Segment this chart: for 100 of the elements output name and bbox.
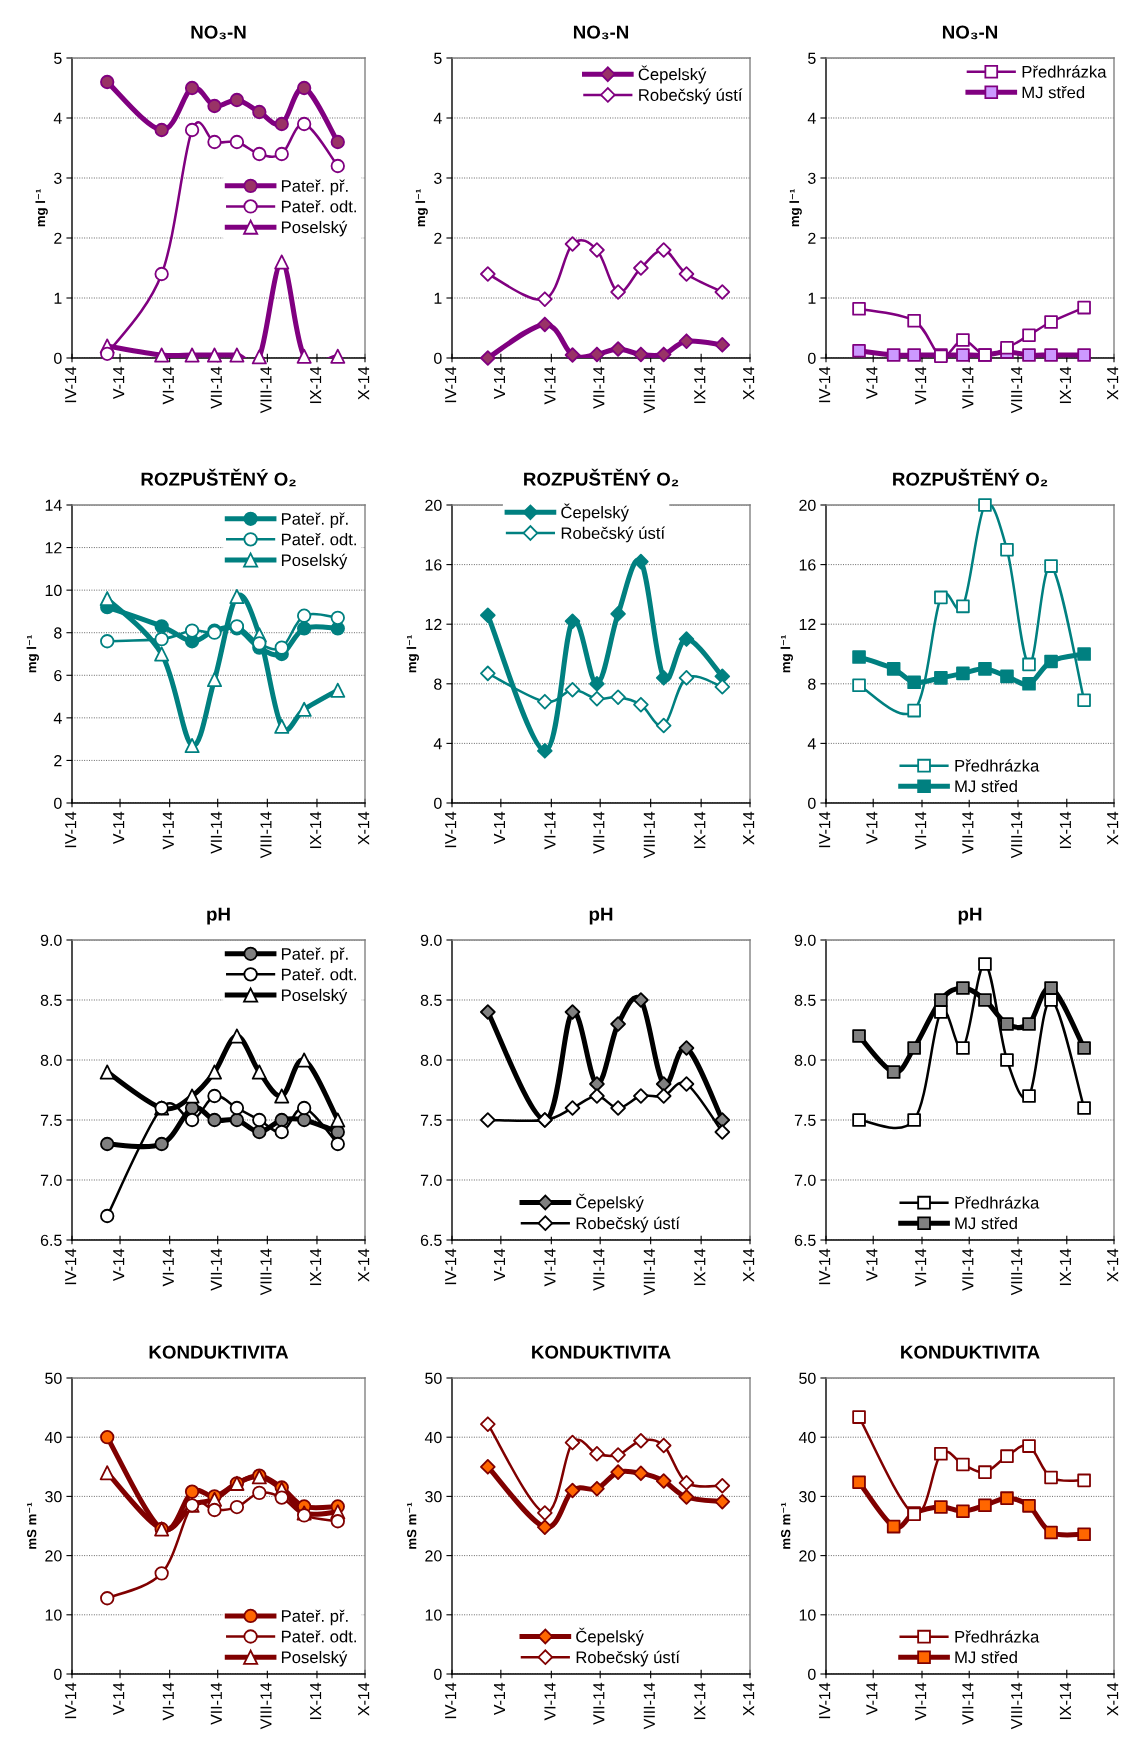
legend-label: Robečský ústí <box>561 526 666 543</box>
y-tick-label: 2 <box>808 232 816 244</box>
y-tick-label: 6.5 <box>40 1234 62 1246</box>
x-tick-label: X-14 <box>743 1682 755 1716</box>
x-tick-label: X-14 <box>358 1682 370 1716</box>
x-tick-label: VIII-14 <box>1011 366 1023 414</box>
legend-label: MJ střed <box>955 1216 1017 1230</box>
x-tick-label: X-14 <box>743 811 755 845</box>
x-tick-label: VI-14 <box>915 366 927 405</box>
x-tick-label: V-14 <box>493 366 505 400</box>
legend-label: Pateř. odt. <box>281 533 356 546</box>
y-tick-label: 8 <box>54 627 62 639</box>
x-tick-label: VI-14 <box>915 811 927 850</box>
x-tick-label: V-14 <box>866 1248 878 1282</box>
y-tick-label: 20 <box>45 1550 62 1562</box>
y-tick-label: 30 <box>45 1491 62 1503</box>
chart-title: NO₃-N <box>942 25 998 40</box>
x-tick-label: VI-14 <box>544 811 556 850</box>
y-tick-label: 10 <box>425 1609 442 1621</box>
y-tick-label: 3 <box>808 172 816 184</box>
x-tick-label: VIII-14 <box>643 1682 655 1730</box>
legend-label: Robečský ústí <box>639 88 743 105</box>
legend-label: Předhrázka <box>955 1196 1040 1209</box>
x-tick-label: IV-14 <box>65 811 77 848</box>
y-tick-label: 9.0 <box>40 934 62 946</box>
chart-title: KONDUKTIVITA <box>149 1345 289 1359</box>
y-tick-label: 10 <box>799 1609 816 1621</box>
x-tick-label: X-14 <box>1107 1248 1119 1282</box>
y-tick-label: 0 <box>434 352 442 364</box>
x-tick-label: VIII-14 <box>260 1682 272 1730</box>
chart-title: KONDUKTIVITA <box>532 1345 671 1359</box>
x-tick-label: V-14 <box>866 366 878 400</box>
x-tick-label: VII-14 <box>593 1682 605 1725</box>
y-tick-label: 3 <box>54 172 62 184</box>
y-tick-label: 7.0 <box>794 1174 816 1186</box>
y-axis-title: mg l⁻¹ <box>415 189 428 227</box>
chart-title: ROZPUŠTĚNÝ O₂ <box>141 468 296 487</box>
y-tick-label: 0 <box>808 1668 816 1680</box>
legend-label: Čepelský <box>576 1627 644 1646</box>
x-tick-label: VII-14 <box>962 366 974 409</box>
y-tick-label: 7.0 <box>40 1174 62 1186</box>
x-tick-label: VII-14 <box>593 811 605 854</box>
x-tick-label: V-14 <box>493 1248 505 1282</box>
y-tick-label: 7.0 <box>420 1174 442 1186</box>
x-tick-label: IX-14 <box>310 811 322 849</box>
x-tick-label: VI-14 <box>162 1248 174 1287</box>
y-tick-label: 4 <box>807 738 816 750</box>
x-tick-label: V-14 <box>866 1682 878 1716</box>
legend-label: Předhrázka <box>955 759 1040 772</box>
legend-label: Čepelský <box>561 503 629 522</box>
x-tick-label: VII-14 <box>210 811 222 854</box>
legend-label: Pateř. odt. <box>281 200 356 213</box>
y-tick-label: 30 <box>425 1491 442 1503</box>
y-tick-label: 8.0 <box>794 1054 816 1066</box>
legend-label: MJ střed <box>1022 85 1085 99</box>
y-tick-label: 3 <box>434 172 442 184</box>
x-tick-label: VII-14 <box>210 366 222 409</box>
legend-label: Pateř. odt. <box>281 968 356 981</box>
x-tick-label: VI-14 <box>162 811 174 850</box>
legend-label: Předhrázka <box>1022 65 1107 78</box>
x-tick-label: VI-14 <box>162 366 174 405</box>
y-tick-label: 1 <box>54 292 62 304</box>
x-tick-label: VII-14 <box>593 1248 605 1291</box>
y-tick-label: 5 <box>808 52 816 64</box>
legend-label: Pateř. př. <box>281 179 348 196</box>
legend-label: Poselský <box>281 220 348 237</box>
x-tick-label: IV-14 <box>445 366 457 403</box>
x-tick-label: VIII-14 <box>1011 1682 1023 1730</box>
x-tick-label: V-14 <box>113 366 125 400</box>
legend-label: Pateř. př. <box>281 947 348 964</box>
y-tick-label: 9.0 <box>420 934 442 946</box>
legend-label: Předhrázka <box>955 1630 1040 1643</box>
x-tick-label: V-14 <box>493 811 505 845</box>
legend-label: Pateř. př. <box>281 1609 348 1626</box>
y-tick-label: 8.5 <box>420 994 442 1006</box>
y-tick-label: 0 <box>54 797 62 809</box>
legend-label: Poselský <box>281 553 348 570</box>
y-tick-label: 50 <box>45 1372 62 1384</box>
x-tick-label: X-14 <box>358 366 370 400</box>
y-tick-label: 2 <box>54 755 62 767</box>
x-tick-label: IX-14 <box>1059 1682 1071 1720</box>
chart-title: ROZPUŠTĚNÝ O₂ <box>893 468 1048 487</box>
x-tick-label: IX-14 <box>1059 811 1071 849</box>
y-axis-title: mS m⁻¹ <box>407 1502 417 1549</box>
x-tick-label: IV-14 <box>65 1248 77 1285</box>
y-tick-label: 0 <box>808 797 816 809</box>
y-tick-label: 2 <box>54 232 62 244</box>
y-axis-title: mg l⁻¹ <box>406 635 419 673</box>
x-tick-label: IX-14 <box>694 1248 706 1286</box>
y-tick-label: 20 <box>799 1550 816 1562</box>
x-tick-label: V-14 <box>866 811 878 845</box>
y-axis-title: mg l⁻¹ <box>26 635 39 673</box>
y-tick-label: 8.5 <box>40 994 62 1006</box>
legend-label: Poselský <box>281 988 348 1005</box>
x-tick-label: X-14 <box>743 366 755 400</box>
legend-label: Poselský <box>281 1650 348 1667</box>
y-tick-label: 0 <box>54 1668 62 1680</box>
x-tick-label: VI-14 <box>544 366 556 405</box>
x-tick-label: VII-14 <box>593 366 605 409</box>
y-axis-title: mg l⁻¹ <box>789 189 802 227</box>
